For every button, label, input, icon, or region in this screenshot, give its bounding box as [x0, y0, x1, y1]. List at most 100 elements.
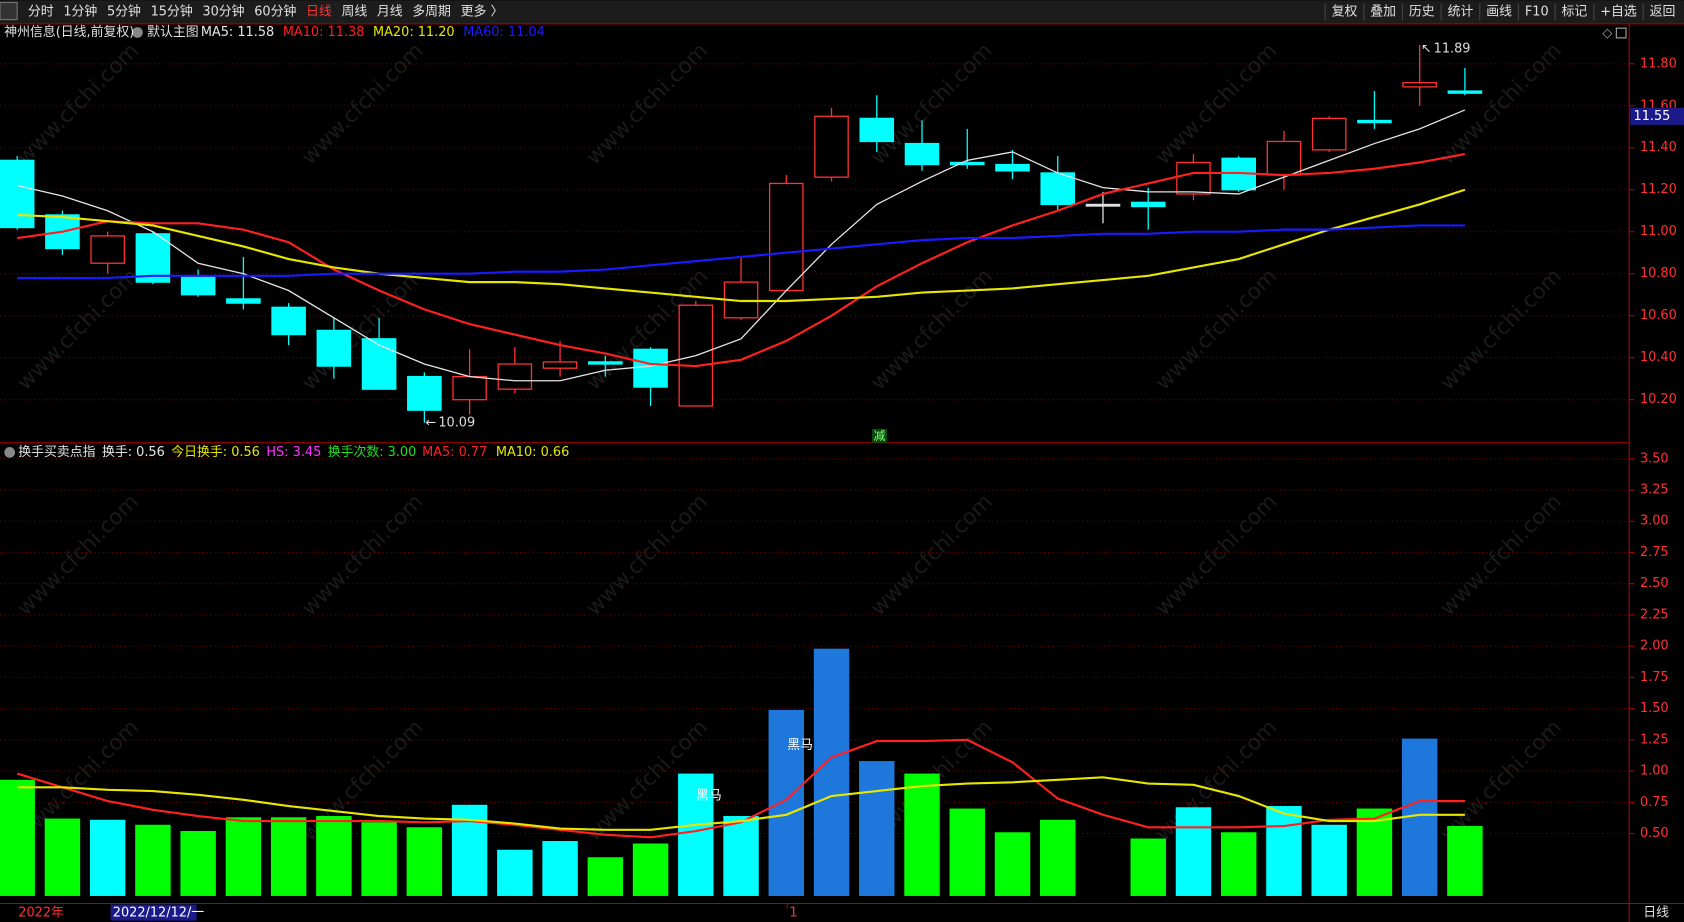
extreme-label: 10.09 — [438, 415, 475, 430]
indicator-value: HS: 3.45 — [266, 445, 321, 460]
toolbar-button[interactable]: 统计 — [1448, 5, 1474, 20]
ma-line — [17, 109, 1466, 382]
toolbar-tab[interactable]: 多周期 — [412, 5, 451, 20]
turnover-bar — [1220, 832, 1257, 896]
legend-entry: MA20: 11.20 — [373, 25, 455, 40]
turnover-bar — [587, 857, 624, 896]
indicator-value: 今日换手: 0.56 — [171, 444, 260, 460]
legend-entry: MA10: 11.38 — [283, 25, 365, 40]
candle-body — [1176, 161, 1211, 195]
time-label: 1 — [789, 906, 797, 921]
turnover-bar — [135, 824, 171, 896]
candle-body — [180, 275, 216, 296]
window-icon[interactable]: ◇ — [1602, 26, 1612, 41]
ma-line — [17, 188, 1466, 303]
toolbar-tab[interactable]: 周线 — [341, 5, 367, 20]
y-tick-label: 1.75 — [1640, 670, 1669, 685]
turnover-bar — [0, 779, 35, 896]
toolbar-button[interactable]: F10 — [1525, 5, 1549, 20]
toolbar-tab[interactable]: 15分钟 — [151, 4, 193, 20]
turnover-bar — [1040, 819, 1076, 896]
y-tick-label: 3.25 — [1640, 483, 1669, 498]
candle-body — [633, 348, 668, 388]
toolbar-tab[interactable]: 月线 — [377, 5, 403, 20]
legend-entry: MA5: 0.77 — [422, 445, 487, 460]
candle-body — [1085, 203, 1121, 207]
price-tag — [1630, 107, 1684, 125]
legend-icon[interactable] — [4, 447, 16, 458]
candle-body — [904, 142, 940, 166]
legend-entry: MA5: 11.58 — [201, 25, 274, 40]
crosshair-date-box — [110, 904, 197, 921]
chart-title: 神州信息(日线,前复权) — [4, 24, 134, 40]
turnover-bar — [361, 822, 397, 896]
toolbar-tab[interactable]: 5分钟 — [107, 4, 141, 20]
turnover-bar — [89, 819, 126, 896]
toolbar — [0, 0, 1684, 24]
ma-line — [16, 738, 1465, 839]
toolbar-button[interactable]: 标记 — [1562, 5, 1588, 20]
candle-body — [90, 235, 125, 264]
chart-subtitle: 默认主图 — [147, 24, 199, 40]
candle-body — [1040, 172, 1076, 206]
legend-icon[interactable] — [132, 27, 143, 38]
candle-body — [0, 159, 35, 229]
y-tick-label: 1.00 — [1640, 764, 1669, 779]
candle-body — [1311, 117, 1347, 151]
toolbar-tab[interactable]: 日线 — [306, 5, 332, 20]
toolbar-tab[interactable]: 30分钟 — [202, 4, 244, 20]
candle-body — [542, 361, 578, 369]
turnover-bar — [225, 817, 262, 896]
y-tick-label: 10.40 — [1640, 350, 1677, 365]
toolbar-button[interactable]: 画线 — [1486, 5, 1512, 20]
period-label[interactable]: 日线 — [1643, 906, 1669, 921]
y-tick-label: 11.20 — [1640, 182, 1677, 197]
indicator-value: 换手次数: 3.00 — [328, 445, 417, 460]
turnover-bar — [406, 827, 443, 896]
turnover-bar — [1356, 808, 1393, 896]
y-tick-label: 10.20 — [1640, 392, 1677, 407]
turnover-bar — [1175, 807, 1212, 896]
candle-body — [588, 361, 623, 365]
turnover-bar — [180, 831, 216, 896]
candle-body — [135, 233, 171, 283]
candle-body — [407, 375, 442, 411]
candle-body — [995, 163, 1030, 172]
turnover-bar — [1447, 826, 1483, 896]
y-tick-label: 0.75 — [1640, 795, 1669, 810]
turnover-bar — [949, 808, 985, 896]
toolbar-tab[interactable]: 更多 〉 — [461, 5, 504, 20]
candle-body — [768, 182, 804, 292]
extreme-label: 11.89 — [1434, 42, 1471, 57]
bar-annotation: 黑马 — [696, 789, 722, 804]
toolbar-button[interactable]: 返回 — [1650, 5, 1676, 20]
toolbar-button[interactable]: 历史 — [1409, 5, 1435, 20]
y-tick-label: 3.50 — [1640, 451, 1669, 466]
turnover-bar — [542, 841, 578, 896]
y-tick-label: 2.75 — [1640, 545, 1669, 560]
turnover-bar — [1130, 838, 1166, 896]
toolbar-tab[interactable]: 分时 — [28, 5, 54, 20]
turnover-bar — [859, 761, 895, 896]
price-tag-label: 11.55 — [1634, 109, 1671, 124]
toolbar-button[interactable]: +自选 — [1600, 5, 1637, 20]
candle-body — [226, 298, 261, 304]
toolbar-tab[interactable]: 1分钟 — [63, 4, 97, 20]
candle-body — [949, 161, 985, 166]
candle-body — [1130, 201, 1166, 208]
turnover-bar — [1311, 824, 1347, 896]
toolbar-button[interactable]: 复权 — [1332, 4, 1358, 20]
window-icon[interactable] — [1615, 27, 1627, 39]
legend-entry: MA10: 0.66 — [496, 445, 569, 460]
y-tick-label: 2.50 — [1640, 576, 1669, 591]
turnover-bar — [1266, 806, 1302, 896]
indicator-title: 换手买卖点指 — [18, 445, 95, 460]
candle-body — [271, 306, 306, 336]
y-tick-label: 11.80 — [1640, 56, 1677, 71]
menu-button[interactable] — [0, 1, 18, 21]
toolbar-tab[interactable]: 60分钟 — [254, 4, 296, 20]
toolbar-button[interactable]: 叠加 — [1370, 5, 1396, 20]
y-tick-label: 1.50 — [1640, 701, 1669, 716]
